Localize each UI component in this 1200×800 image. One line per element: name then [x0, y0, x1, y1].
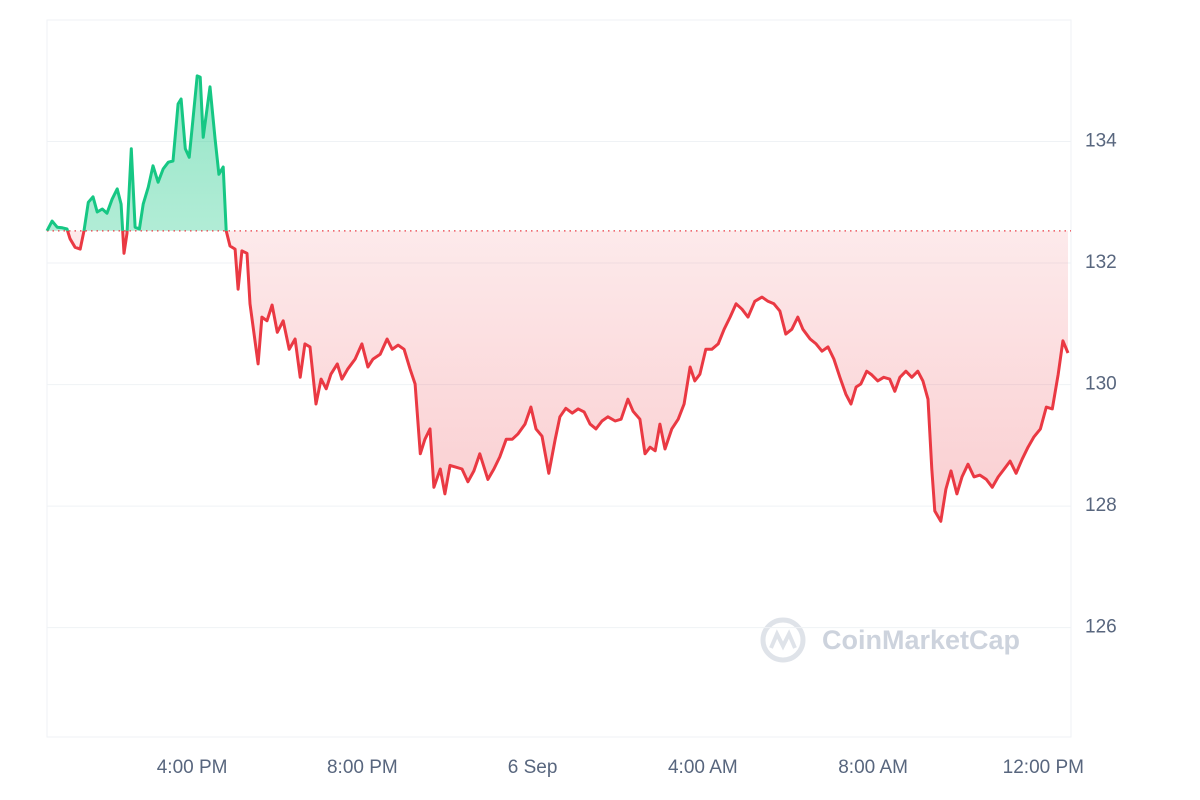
plot-frame: [46, 19, 1072, 738]
x-tick-label: 8:00 PM: [327, 757, 398, 778]
y-tick-label: 128: [1085, 495, 1117, 516]
y-tick-label: 134: [1085, 131, 1117, 152]
x-tick-label: 12:00 PM: [1003, 757, 1084, 778]
area-down: [47, 230, 1068, 522]
watermark-logo: [760, 617, 806, 663]
price-line-down: [47, 230, 1070, 523]
watermark: CoinMarketCap: [822, 625, 1020, 655]
x-tick-label: 4:00 AM: [668, 757, 738, 778]
price-line-up: [45, 74, 228, 231]
y-tick-label: 130: [1085, 374, 1117, 395]
x-tick-label: 8:00 AM: [838, 757, 908, 778]
y-tick-label: 132: [1085, 252, 1117, 273]
x-tick-label: 6 Sep: [508, 757, 558, 778]
x-tick-label: 4:00 PM: [157, 757, 228, 778]
y-tick-label: 126: [1085, 617, 1117, 638]
